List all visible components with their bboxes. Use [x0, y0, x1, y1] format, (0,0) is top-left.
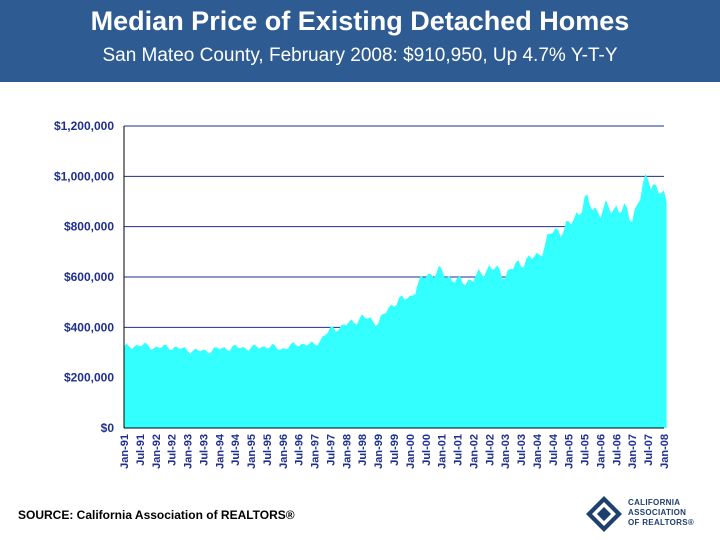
x-tick-label: Jan-91: [119, 434, 131, 469]
x-tick-label: Jul-00: [421, 434, 433, 466]
slide-title: Median Price of Existing Detached Homes: [90, 6, 630, 36]
x-tick-label: Jan-06: [595, 434, 607, 469]
slide-header: Median Price of Existing Detached Homes …: [0, 0, 720, 82]
x-tick-label: Jul-99: [389, 434, 401, 466]
x-tick-label: Jan-07: [627, 434, 639, 469]
x-tick-label: Jul-92: [167, 434, 179, 466]
car-logo: CALIFORNIA ASSOCIATION OF REALTORS®: [584, 494, 716, 536]
price-chart: $0 $200,000 $400,000 $600,000 $800,000 $1,000…: [54, 119, 671, 469]
y-tick-label: $400,000: [64, 320, 114, 334]
x-tick-label: Jul-93: [198, 434, 210, 466]
logo-text: CALIFORNIA ASSOCIATION OF REALTORS®: [628, 498, 695, 527]
x-tick-label: Jan-08: [659, 434, 671, 469]
x-tick-label: Jul-06: [611, 434, 623, 466]
x-tick-label: Jul-01: [453, 434, 465, 466]
slide-subtitle: San Mateo County, February 2008: $910,95…: [102, 45, 618, 66]
x-tick-label: Jul-02: [484, 434, 496, 466]
x-tick-label: Jan-99: [373, 434, 385, 469]
x-tick-label: Jul-98: [357, 434, 369, 466]
y-tick-label: $0: [101, 421, 115, 435]
x-tick-label: Jul-07: [643, 434, 655, 466]
x-tick-label: Jul-94: [230, 433, 242, 466]
x-tick-label: Jul-97: [325, 434, 337, 466]
x-tick-label: Jul-03: [516, 434, 528, 466]
x-tick-label: Jan-97: [310, 434, 322, 469]
y-tick-label: $1,000,000: [54, 169, 114, 183]
x-tick-label: Jan-92: [151, 434, 163, 469]
realtors-logo-icon: [586, 496, 622, 532]
x-tick-label: Jul-05: [580, 434, 592, 466]
x-tick-label: Jul-96: [294, 434, 306, 466]
x-tick-label: Jan-95: [246, 434, 258, 469]
y-tick-label: $1,200,000: [54, 119, 114, 133]
x-tick-label: Jan-04: [532, 433, 544, 469]
y-tick-label: $600,000: [64, 270, 114, 284]
x-tick-label: Jul-91: [135, 434, 147, 466]
x-tick-label: Jan-02: [468, 434, 480, 469]
series-area-median-price: [124, 173, 667, 428]
x-tick-label: Jul-95: [262, 434, 274, 466]
source-note: SOURCE: California Association of REALTO…: [18, 508, 295, 522]
y-tick-label: $200,000: [64, 371, 114, 385]
x-tick-label: Jan-05: [564, 434, 576, 469]
x-tick-label: Jan-98: [341, 434, 353, 469]
x-tick-label: Jan-93: [183, 434, 195, 469]
y-tick-label: $800,000: [64, 220, 114, 234]
x-tick-label: Jan-03: [500, 434, 512, 469]
x-tick-label: Jul-04: [548, 433, 560, 466]
x-tick-label: Jan-94: [214, 433, 226, 469]
x-tick-label: Jan-01: [437, 434, 449, 469]
x-tick-label: Jan-96: [278, 434, 290, 469]
x-tick-label: Jan-00: [405, 434, 417, 469]
